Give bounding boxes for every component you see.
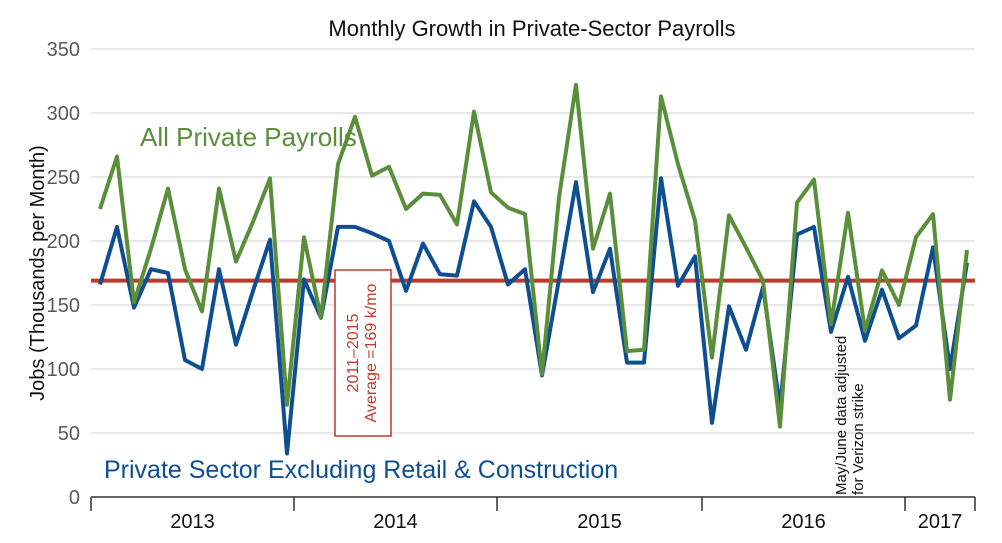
y-tick-300: 300 — [47, 103, 80, 125]
annotation-line2: for Verizon strike — [850, 383, 867, 495]
average-label-box — [334, 269, 392, 437]
y-tick-100: 100 — [47, 359, 80, 381]
y-tick-labels: 0 50 100 150 200 250 300 350 — [47, 39, 80, 509]
y-tick-0: 0 — [69, 487, 80, 509]
y-tick-50: 50 — [58, 423, 80, 445]
average-label-line2: Average =169 k/mo — [363, 283, 380, 422]
line-all-private — [98, 82, 969, 429]
y-axis-label: Jobs (Thousands per Month) — [27, 145, 49, 401]
x-label-2016: 2016 — [781, 511, 826, 533]
y-tick-150: 150 — [47, 295, 80, 317]
y-tick-200: 200 — [47, 231, 80, 253]
series-label-ex-retail-construction: Private Sector Excluding Retail & Constr… — [104, 456, 618, 484]
y-tick-250: 250 — [47, 167, 80, 189]
x-label-2014: 2014 — [373, 511, 418, 533]
annotation-line1: May/June data adjusted — [833, 336, 850, 495]
series-lines — [98, 82, 969, 456]
average-label-line1: 2011–2015 — [345, 313, 362, 392]
chart-title: Monthly Growth in Private-Sector Payroll… — [328, 16, 735, 41]
verizon-annotation: May/June data adjusted for Verizon strik… — [833, 336, 867, 495]
x-label-2013: 2013 — [170, 511, 215, 533]
y-tick-350: 350 — [47, 39, 80, 61]
line-ex-retail-construction — [98, 176, 969, 456]
x-label-2017: 2017 — [918, 511, 963, 533]
x-label-2015: 2015 — [577, 511, 622, 533]
series-label-all-private: All Private Payrolls — [140, 122, 357, 152]
x-axis: 2013 2014 2015 2016 2017 — [90, 496, 976, 533]
